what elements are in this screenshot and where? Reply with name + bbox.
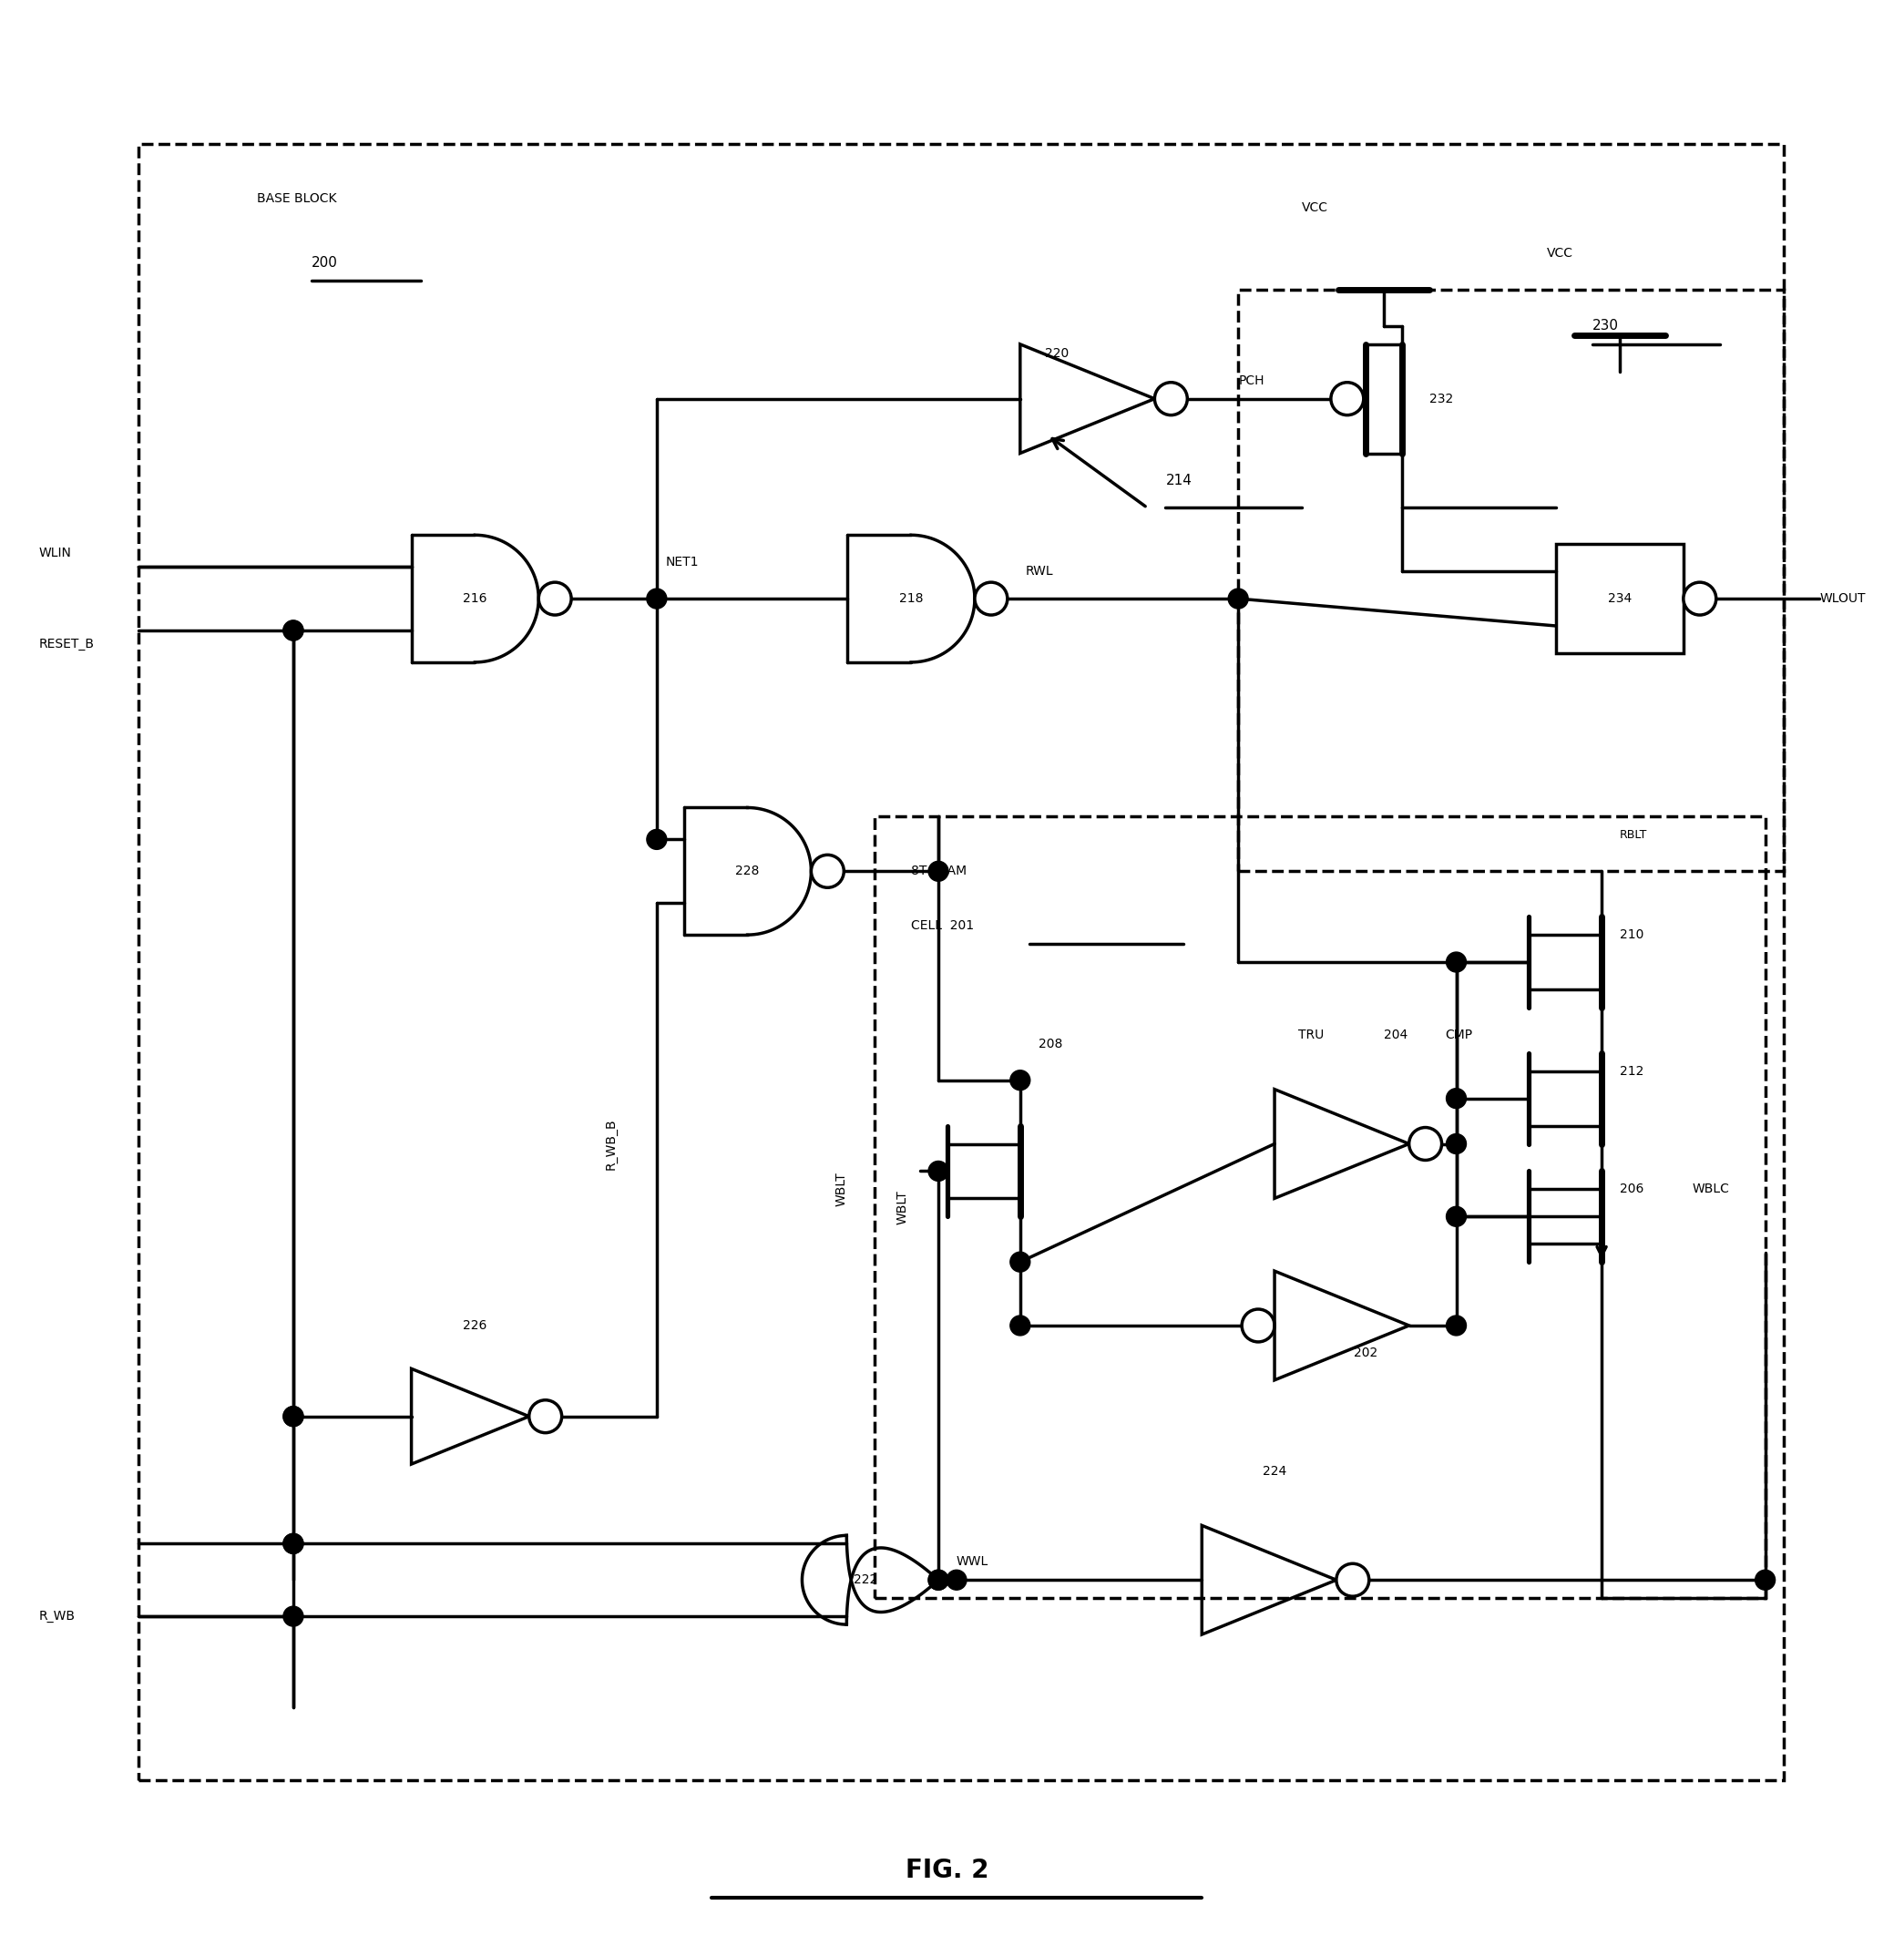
Text: RWL: RWL xyxy=(1026,564,1053,578)
Circle shape xyxy=(284,1407,303,1426)
Bar xyxy=(1556,545,1683,654)
Circle shape xyxy=(539,582,571,615)
Text: 234: 234 xyxy=(1607,592,1632,605)
Circle shape xyxy=(1409,1127,1441,1160)
Text: 230: 230 xyxy=(1592,319,1618,333)
Text: CELL  201: CELL 201 xyxy=(912,919,975,932)
Text: 220: 220 xyxy=(1045,346,1068,360)
Circle shape xyxy=(284,621,303,640)
Text: 204: 204 xyxy=(1384,1027,1407,1041)
Text: RBLT: RBLT xyxy=(1620,829,1647,841)
Text: 232: 232 xyxy=(1430,393,1453,405)
Bar xyxy=(1238,290,1784,872)
Circle shape xyxy=(975,582,1007,615)
Text: 222: 222 xyxy=(853,1574,878,1586)
Text: 224: 224 xyxy=(1262,1465,1287,1477)
Circle shape xyxy=(647,588,666,609)
Text: 226: 226 xyxy=(463,1319,487,1331)
Circle shape xyxy=(1011,1070,1030,1090)
Bar xyxy=(874,817,1765,1598)
Circle shape xyxy=(284,1605,303,1627)
Text: BASE BLOCK: BASE BLOCK xyxy=(257,193,337,204)
Text: WBLT: WBLT xyxy=(834,1171,847,1207)
Text: RESET_B: RESET_B xyxy=(38,638,95,650)
Circle shape xyxy=(284,1533,303,1553)
Text: 202: 202 xyxy=(1354,1347,1377,1358)
Circle shape xyxy=(1447,1135,1466,1154)
Text: FIG. 2: FIG. 2 xyxy=(906,1858,990,1884)
Text: 210: 210 xyxy=(1620,928,1643,942)
Circle shape xyxy=(284,1533,303,1553)
Text: WBLC: WBLC xyxy=(1693,1183,1729,1195)
Circle shape xyxy=(647,829,666,848)
Text: 8T SRAM: 8T SRAM xyxy=(912,864,967,878)
Text: 218: 218 xyxy=(899,592,923,605)
Text: 228: 228 xyxy=(735,864,760,878)
Circle shape xyxy=(1331,383,1363,414)
Circle shape xyxy=(284,621,303,640)
Circle shape xyxy=(1337,1563,1369,1596)
Circle shape xyxy=(1241,1310,1274,1343)
Circle shape xyxy=(1154,383,1188,414)
Circle shape xyxy=(929,862,948,882)
Text: VCC: VCC xyxy=(1302,202,1329,214)
Text: WBLT: WBLT xyxy=(895,1191,908,1224)
Circle shape xyxy=(1447,1315,1466,1335)
Text: WWL: WWL xyxy=(956,1555,988,1568)
Circle shape xyxy=(811,854,843,887)
Bar xyxy=(139,144,1784,1781)
Circle shape xyxy=(929,1162,948,1181)
Text: 216: 216 xyxy=(463,592,487,605)
Text: R_WB: R_WB xyxy=(38,1609,76,1623)
Circle shape xyxy=(929,1570,948,1590)
Circle shape xyxy=(946,1570,967,1590)
Text: 208: 208 xyxy=(1038,1037,1062,1051)
Text: VCC: VCC xyxy=(1548,247,1573,259)
Circle shape xyxy=(1011,1251,1030,1273)
Text: R_WB_B: R_WB_B xyxy=(605,1119,617,1170)
Circle shape xyxy=(1755,1570,1775,1590)
Circle shape xyxy=(284,1407,303,1426)
Text: NET1: NET1 xyxy=(666,557,699,568)
Text: 200: 200 xyxy=(312,255,337,269)
Circle shape xyxy=(929,1570,948,1590)
Text: WLIN: WLIN xyxy=(38,547,72,560)
Text: PCH: PCH xyxy=(1238,374,1264,387)
Text: WLOUT: WLOUT xyxy=(1820,592,1866,605)
Text: CMP: CMP xyxy=(1445,1027,1474,1041)
Text: 212: 212 xyxy=(1620,1064,1643,1078)
Text: 206: 206 xyxy=(1620,1183,1643,1195)
Circle shape xyxy=(1447,952,1466,973)
Circle shape xyxy=(1683,582,1716,615)
Text: TRU: TRU xyxy=(1299,1027,1323,1041)
Circle shape xyxy=(1228,588,1249,609)
Text: 214: 214 xyxy=(1165,473,1192,486)
Circle shape xyxy=(1011,1315,1030,1335)
Circle shape xyxy=(1447,1088,1466,1109)
Circle shape xyxy=(529,1399,562,1432)
Circle shape xyxy=(1447,1207,1466,1226)
